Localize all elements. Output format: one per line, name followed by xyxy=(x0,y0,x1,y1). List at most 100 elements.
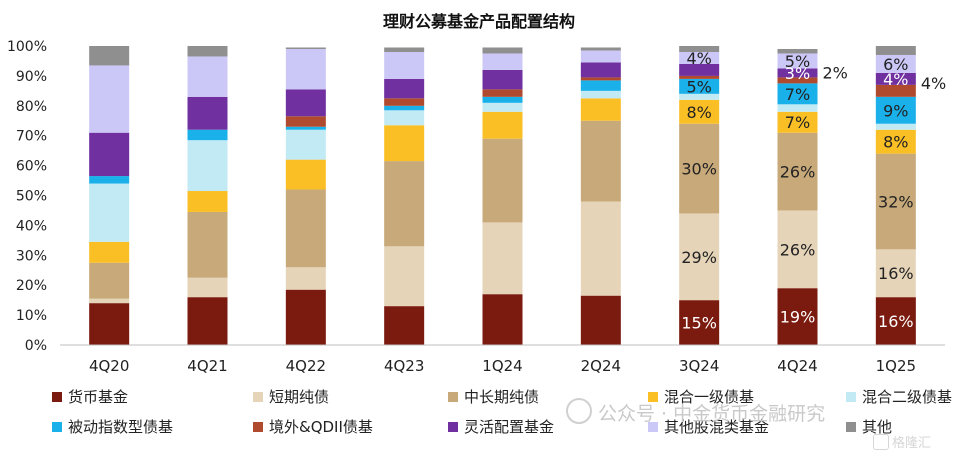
data-label: 5% xyxy=(785,52,810,71)
bar-segment xyxy=(875,297,916,345)
bar-segment xyxy=(777,111,818,133)
watermark-logo-text: 格隆汇 xyxy=(892,436,932,451)
bar-segment xyxy=(482,111,523,139)
legend-label: 货币基金 xyxy=(68,388,128,406)
bar-segment xyxy=(580,98,621,121)
y-tick-label: 80% xyxy=(16,99,47,115)
y-axis: 0% 10% 20% 30% 40% 50% 60% 70% 80% 90% 100% xyxy=(7,39,47,354)
data-label: 4% xyxy=(921,74,946,93)
legend-swatch xyxy=(846,392,856,402)
bar-segment xyxy=(777,48,818,54)
bar-segment xyxy=(679,78,720,94)
bar-segment xyxy=(384,105,425,111)
x-tick-label: 1Q24 xyxy=(482,357,522,375)
bar-segment xyxy=(187,129,228,141)
data-label: 9% xyxy=(883,101,908,120)
bar-segment xyxy=(89,132,130,177)
bar-segment xyxy=(482,138,523,223)
watermark-wechat-text: 公众号 · 中金货币金融研究 xyxy=(598,403,826,425)
bar-segment xyxy=(777,132,818,211)
bar-segment xyxy=(285,116,326,127)
bar-segment xyxy=(89,46,130,66)
data-label: 7% xyxy=(785,85,810,104)
bar-segment xyxy=(285,126,326,130)
bar-segment xyxy=(580,201,621,296)
y-tick-label: 0% xyxy=(25,338,47,354)
data-label: 6% xyxy=(883,55,908,74)
bar-segment xyxy=(187,46,228,57)
bar-segment xyxy=(580,77,621,81)
data-label: 4% xyxy=(883,70,908,89)
legend-swatch xyxy=(448,422,458,432)
bar-segment xyxy=(875,72,916,85)
bar-segment xyxy=(285,267,326,290)
legend-swatch xyxy=(52,392,62,402)
legend-label: 短期纯债 xyxy=(269,388,329,406)
bar-segment xyxy=(875,249,916,298)
bar-segment xyxy=(285,89,326,117)
x-tick-label: 4Q20 xyxy=(89,357,129,375)
data-label: 3% xyxy=(785,64,810,83)
legend-label: 混合一级债基 xyxy=(664,388,754,406)
legend-swatch xyxy=(253,392,263,402)
data-label: 19% xyxy=(780,308,816,327)
bar-segment xyxy=(482,69,523,90)
x-tick-label: 4Q22 xyxy=(286,357,326,375)
bar-segment xyxy=(187,191,228,212)
bar-segment xyxy=(285,289,326,345)
legend-swatch xyxy=(52,422,62,432)
watermark-wechat: 公众号 · 中金货币金融研究 xyxy=(566,398,825,426)
data-label: 16% xyxy=(878,312,914,331)
bar-segment xyxy=(875,129,916,154)
bar-segment xyxy=(777,288,818,345)
bar-segment xyxy=(482,47,523,54)
legend-label: 其他股混类基金 xyxy=(664,418,769,436)
bar-segment xyxy=(875,54,916,73)
legend-swatch xyxy=(448,392,458,402)
data-label: 15% xyxy=(681,314,717,333)
x-axis: 4Q20 4Q21 4Q22 4Q23 1Q24 2Q24 3Q24 4Q24 1Q25 xyxy=(60,344,945,375)
bar-segment xyxy=(875,84,916,97)
bar-segment xyxy=(89,303,130,345)
bars xyxy=(89,46,916,345)
bar-segment xyxy=(875,96,916,124)
bar-segment xyxy=(679,99,720,124)
bar-segment xyxy=(679,75,720,79)
data-label: 2% xyxy=(823,63,848,82)
bar-segment xyxy=(89,65,130,133)
bar-segment xyxy=(89,262,130,299)
legend-swatch xyxy=(648,422,658,432)
legend-label: 中长期纯债 xyxy=(464,388,539,406)
legend-swatch xyxy=(648,392,658,402)
legend-label: 灵活配置基金 xyxy=(464,418,554,436)
bar-segment xyxy=(285,48,326,90)
x-tick-label: 3Q24 xyxy=(679,357,719,375)
data-labels: 15%29%30%8%5%4%19%26%26%7%7%3%5%2%16%16%… xyxy=(681,49,946,333)
bar-segment xyxy=(580,120,621,202)
bar-segment xyxy=(384,246,425,307)
bar-segment xyxy=(679,123,720,214)
bar-segment xyxy=(482,53,523,70)
x-tick-label: 2Q24 xyxy=(581,357,621,375)
data-label: 8% xyxy=(883,133,908,152)
bar-segment xyxy=(580,90,621,99)
bar-segment xyxy=(482,96,523,103)
legend-swatch xyxy=(846,422,856,432)
bar-segment xyxy=(580,295,621,345)
logo-icon xyxy=(873,434,889,450)
bar-segment xyxy=(679,300,720,345)
bar-segment xyxy=(187,277,228,298)
bar-segment xyxy=(777,210,818,289)
chart-title: 理财公募基金产品配置结构 xyxy=(383,12,575,31)
bar-segment xyxy=(679,93,720,100)
data-label: 26% xyxy=(780,240,816,259)
bar-segment xyxy=(285,159,326,190)
bar-segment xyxy=(777,77,818,84)
bar-segment xyxy=(679,213,720,301)
bar-segment xyxy=(384,161,425,247)
bar-segment xyxy=(580,47,621,51)
legend-label: 混合二级债基 xyxy=(862,388,952,406)
bar-segment xyxy=(384,110,425,126)
bar-segment xyxy=(187,211,228,278)
